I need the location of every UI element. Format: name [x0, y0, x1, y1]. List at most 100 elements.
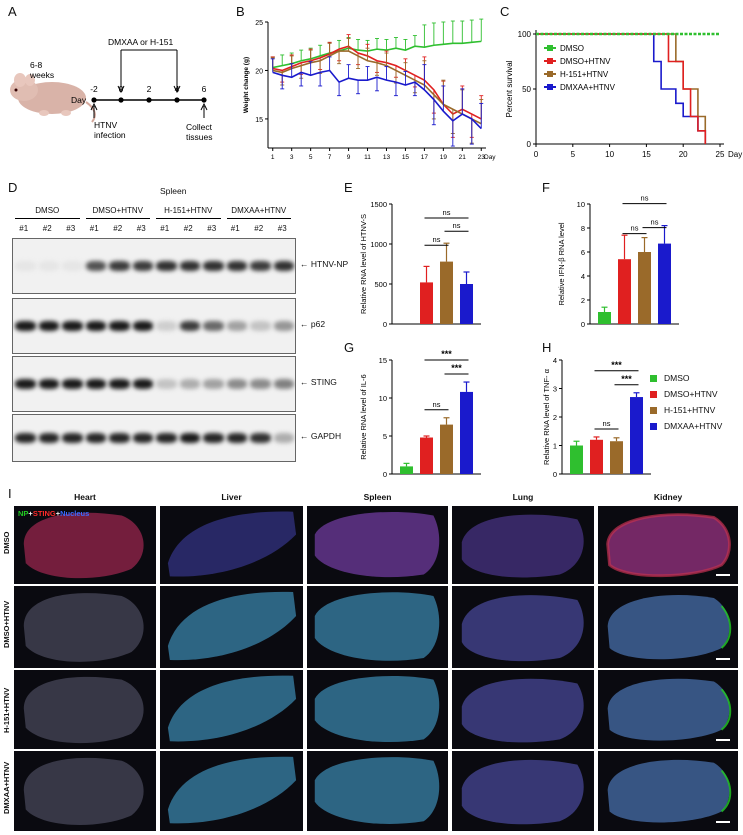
blot-band [179, 321, 200, 331]
stain-legend-nucleus: Nucleus [60, 509, 90, 518]
blot-tissue-label: Spleen [160, 186, 187, 196]
tissue-image-spleen [307, 670, 448, 749]
bar [630, 397, 643, 474]
y-tick-label: 8 [581, 224, 585, 233]
tissue-image-liver [160, 751, 303, 831]
tissue-column-label: Lung [512, 492, 534, 502]
panel-letter-h: H [542, 340, 552, 355]
y-tick-label: 5 [383, 432, 387, 441]
x-tick-label: 17 [421, 154, 429, 161]
blot-band [132, 379, 153, 389]
legend-label: DMSO+HTNV [560, 57, 611, 66]
blot-band [109, 321, 130, 331]
x-tick-label: 0 [534, 150, 539, 159]
blot-group-underline [156, 218, 221, 219]
blot-lane-label: #1 [19, 224, 29, 233]
y-tick-label: 0 [383, 320, 387, 329]
blot-band [226, 379, 247, 389]
blot-strip-sting [12, 356, 296, 412]
tissue-column-label: Heart [74, 492, 96, 502]
y-axis-label: Relative IFN-β RNA level [557, 222, 566, 305]
y-tick-label: 1 [553, 442, 557, 451]
significance-label: ns [641, 194, 649, 203]
blot-group-label: H-151+HTNV [164, 206, 213, 215]
y-tick-label: 1000 [370, 240, 387, 249]
bar [638, 252, 651, 324]
blot-band [156, 321, 177, 331]
blot-band [203, 433, 224, 443]
timeline-day-dot [91, 97, 97, 103]
age-label: 6-8 weeks [29, 60, 54, 80]
collect-label: Collect tissues [186, 122, 213, 142]
scale-bar [716, 739, 730, 741]
stain-legend-np: NP [18, 509, 29, 518]
tissue-column-label: Kidney [653, 492, 683, 502]
legend-item: DMSO+HTNV [650, 386, 742, 402]
y-tick-label: 2 [553, 413, 557, 422]
legend-swatch [650, 406, 657, 414]
blot-lane-label: #2 [113, 224, 123, 233]
blot-band [38, 261, 59, 271]
blot-lane-label: #2 [254, 224, 264, 233]
mouse-illustration [10, 73, 96, 123]
y-axis-label: Percent survival [505, 60, 514, 117]
blot-lane-label: #3 [66, 224, 76, 233]
blot-group-label: DMXAA+HTNV [231, 206, 287, 215]
tissue-image-liver [160, 670, 303, 749]
tissue-image-kidney [598, 506, 738, 584]
tissue-image-kidney [598, 586, 738, 668]
stain-legend: NP+STING+Nucleus [18, 509, 89, 518]
y-tick-label: 500 [374, 280, 387, 289]
timeline-day-dot [174, 97, 180, 103]
timeline-day-dot [201, 97, 207, 103]
blot-band [85, 261, 106, 271]
blot-band [15, 261, 36, 271]
bar [590, 439, 603, 474]
infection-label: HTNV infection [94, 120, 126, 140]
x-tick-label: 9 [347, 154, 351, 161]
scale-bar [716, 658, 730, 660]
survival-step-line [536, 33, 707, 144]
x-tick-label: 3 [290, 154, 294, 161]
blot-strip-htnv-np [12, 238, 296, 294]
legend-swatch [650, 390, 657, 398]
legend-swatch [650, 422, 657, 430]
series-line [272, 40, 482, 69]
blot-band [226, 433, 247, 443]
stain-legend-plus2: + [55, 509, 61, 518]
tissue-image-heart [14, 670, 156, 749]
legend-label: DMSO+HTNV [664, 389, 718, 399]
blot-band [132, 321, 153, 331]
legend-label: DMXAA+HTNV [664, 421, 723, 431]
blot-band [62, 379, 83, 389]
blot-band [250, 261, 271, 271]
blot-band [156, 379, 177, 389]
series-line [272, 45, 482, 120]
blot-band [273, 321, 294, 331]
blot-band [132, 261, 153, 271]
blot-band [85, 321, 106, 331]
x-tick-label: 15 [642, 150, 651, 159]
tissue-column-label: Liver [221, 492, 242, 502]
y-tick-label: 0 [527, 140, 532, 149]
tissue-row-label: H-151+HTNV [2, 687, 11, 733]
legend-item: DMSO [650, 370, 742, 386]
blot-band [179, 379, 200, 389]
panel-a-timeline: 6-8 weeks Day -2 0 2 4 6 DMXAA or H-151 HTNV i… [10, 37, 213, 142]
blot-lane-label: #3 [136, 224, 146, 233]
y-tick-label: 15 [379, 356, 387, 365]
tissue-image-heart [14, 586, 156, 668]
bar [440, 261, 453, 324]
blot-band [15, 379, 36, 389]
significance-label: ns [453, 221, 461, 230]
significance-label: ns [631, 224, 639, 233]
il6-bar-chart: 0 5 10 15 Relative RNA level of IL-6 ns *** *** [359, 349, 481, 479]
timeline-day-dot [146, 97, 152, 103]
x-tick-label: 11 [364, 154, 371, 161]
day-label: Day [71, 95, 87, 105]
blot-band [250, 379, 271, 389]
y-tick-label: 2 [581, 296, 585, 305]
blot-band [85, 379, 106, 389]
tissue-image-spleen [307, 586, 448, 668]
